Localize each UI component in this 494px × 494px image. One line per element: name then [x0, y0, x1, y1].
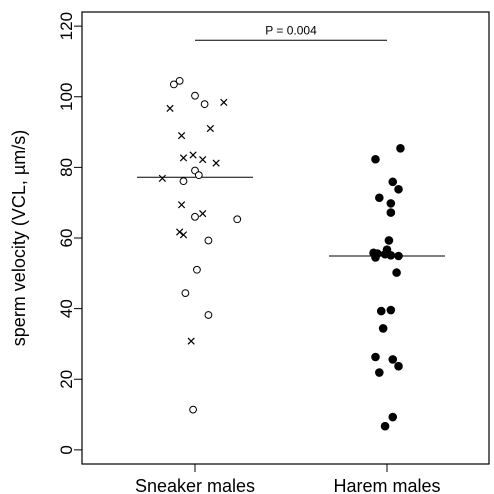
- data-point-filled: [386, 305, 396, 315]
- data-point-filled: [386, 208, 396, 217]
- data-point-filled: [378, 324, 388, 333]
- plot-frame: [81, 11, 490, 465]
- data-point-cross: [189, 151, 197, 159]
- p-value-label: P = 0.004: [265, 23, 317, 37]
- data-point-cross: [199, 210, 207, 218]
- data-points: [137, 76, 445, 431]
- data-point-filled: [388, 412, 398, 422]
- y-tick-label: 0: [57, 445, 76, 454]
- y-tick-label: 60: [57, 229, 76, 248]
- data-point-filled: [394, 184, 403, 194]
- y-tick-label: 100: [57, 83, 76, 111]
- data-point-filled: [394, 361, 403, 371]
- data-point-circle: [194, 171, 203, 180]
- data-point-cross: [158, 174, 166, 182]
- data-point-circle: [204, 311, 213, 319]
- data-point-circle: [175, 76, 184, 85]
- data-point-circle: [200, 100, 209, 109]
- data-point-filled: [388, 355, 398, 364]
- data-point-cross: [179, 231, 188, 239]
- x-tick-label: Sneaker males: [135, 476, 255, 494]
- data-point-circle: [179, 177, 188, 186]
- data-point-filled: [396, 144, 405, 153]
- y-tick-label: 120: [57, 12, 76, 40]
- data-point-filled: [392, 268, 401, 277]
- y-tick-label: 20: [57, 370, 76, 389]
- data-point-circle: [191, 212, 199, 221]
- data-point-filled: [380, 421, 390, 431]
- y-tick-label: 80: [57, 158, 76, 177]
- y-axis-title: sperm velocity (VCL, µm/s): [9, 130, 29, 346]
- data-point-circle: [181, 289, 190, 297]
- data-point-cross: [176, 228, 184, 236]
- data-point-circle: [191, 91, 199, 100]
- y-axis: 0 20 40 60 80 100 120: [57, 12, 82, 455]
- data-point-cross: [187, 337, 195, 345]
- data-point-filled: [375, 368, 384, 377]
- data-point-filled: [371, 352, 380, 362]
- data-point-filled: [371, 253, 380, 262]
- data-point-cross: [206, 124, 214, 133]
- data-point-cross: [177, 201, 186, 209]
- data-point-cross: [212, 159, 220, 167]
- data-point-filled: [388, 177, 398, 187]
- data-point-filled: [376, 306, 386, 316]
- data-point-filled: [371, 154, 380, 164]
- data-point-filled: [375, 193, 384, 203]
- data-point-cross: [179, 154, 188, 162]
- data-point-circle: [169, 80, 178, 89]
- data-point-circle: [189, 405, 197, 414]
- data-point-filled: [384, 236, 394, 245]
- data-point-filled: [386, 251, 396, 260]
- significance-annotation: P = 0.004: [195, 23, 387, 41]
- data-point-cross: [166, 104, 174, 113]
- data-point-circle: [233, 215, 242, 224]
- data-point-cross: [220, 98, 228, 107]
- data-point-filled: [386, 199, 396, 208]
- x-axis: Sneaker males Harem males: [135, 464, 441, 494]
- y-tick-label: 40: [57, 299, 76, 318]
- data-point-filled: [394, 251, 403, 261]
- data-point-cross: [199, 155, 207, 164]
- x-tick-label: Harem males: [333, 476, 440, 494]
- data-point-cross: [177, 131, 186, 140]
- data-point-circle: [204, 236, 213, 245]
- data-point-circle: [193, 265, 201, 274]
